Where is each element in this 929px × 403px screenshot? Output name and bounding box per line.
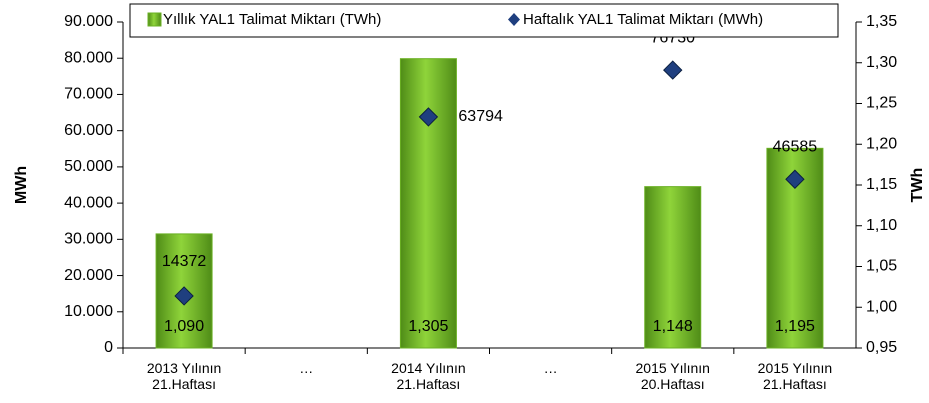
y2-tick-label: 1,05 xyxy=(866,258,897,275)
bar-value-label: 1,090 xyxy=(164,318,204,335)
diamond-marker xyxy=(418,107,439,127)
x-tick-label: 2013 Yılının 21.Haftası xyxy=(146,360,222,392)
data-label: 14372 xyxy=(162,253,207,270)
y-tick-label: 20.000 xyxy=(64,267,113,284)
data-label: 63794 xyxy=(458,108,503,125)
y-axis-title: MWh xyxy=(13,166,30,204)
y2-tick-label: 1,30 xyxy=(866,54,897,71)
x-tick-label: … xyxy=(543,360,558,376)
bar xyxy=(399,58,457,349)
bar-value-label: 1,305 xyxy=(408,318,448,335)
x-tick-label: 2015 Yılının 21.Haftası xyxy=(757,360,833,392)
y-tick-label: 60.000 xyxy=(64,122,113,139)
y2-tick-label: 1,20 xyxy=(866,135,897,152)
y2-axis-title: TWh xyxy=(909,168,926,203)
y-tick-label: 30.000 xyxy=(64,231,113,248)
y-tick-label: 10.000 xyxy=(64,303,113,320)
y2-tick-label: 1,25 xyxy=(866,95,897,112)
y2-tick-label: 1,35 xyxy=(866,13,897,30)
y-tick-label: 40.000 xyxy=(64,194,113,211)
y-tick-label: 80.000 xyxy=(64,49,113,66)
diamond-marker xyxy=(174,286,194,306)
y2-tick-label: 0,95 xyxy=(866,339,897,356)
y2-tick-label: 1,15 xyxy=(866,176,897,193)
y-tick-label: 90.000 xyxy=(64,13,113,30)
legend-swatch xyxy=(147,12,162,27)
bar-value-label: 1,148 xyxy=(653,318,693,335)
y-tick-label: 70.000 xyxy=(64,86,113,103)
diamond-marker xyxy=(663,60,683,80)
y-tick-label: 0 xyxy=(104,339,113,356)
legend-label: Yıllık YAL1 Talimat Miktarı (TWh) xyxy=(163,11,381,28)
y-tick-label: 50.000 xyxy=(64,158,113,175)
x-tick-label: 2014 Yılının 21.Haftası xyxy=(391,360,466,392)
bar-value-label: 1,195 xyxy=(775,318,815,335)
legend-swatch xyxy=(508,13,520,26)
y2-tick-label: 1,10 xyxy=(866,217,897,234)
x-tick-label: … xyxy=(299,360,314,376)
diamond-marker xyxy=(785,169,805,189)
data-label: 46585 xyxy=(773,138,818,155)
x-tick-label: 2015 Yılının 20.Haftası xyxy=(635,360,710,392)
bar xyxy=(644,186,702,349)
legend-label: Haftalık YAL1 Talimat Miktarı (MWh) xyxy=(523,11,763,28)
y2-tick-label: 1,00 xyxy=(866,298,897,315)
legend-box xyxy=(129,3,839,38)
